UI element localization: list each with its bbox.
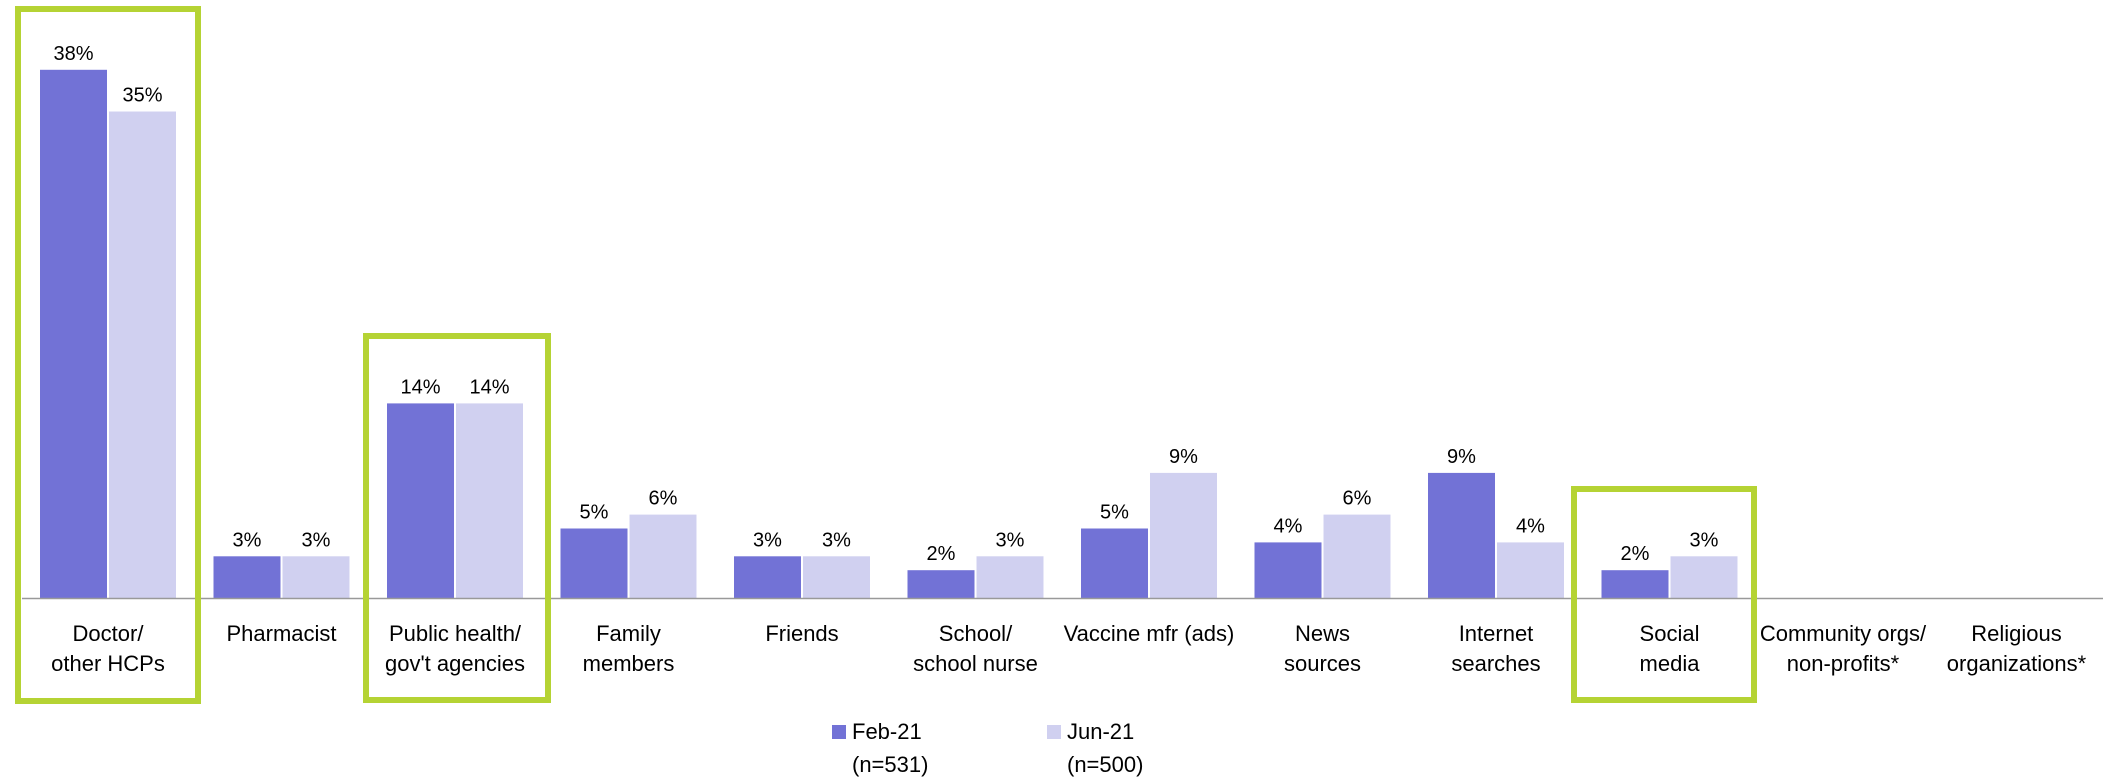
bar-jun-21-3 <box>629 514 697 598</box>
bar-feb-21-6 <box>1081 528 1148 598</box>
bar-value-label-jun-21-3: 6% <box>649 488 678 510</box>
highlight-box-9 <box>1571 486 1757 703</box>
bar-value-label-jun-21-5: 3% <box>996 529 1025 551</box>
bar-jun-21-5 <box>976 556 1044 598</box>
legend-sample-size-feb-21: (n=531) <box>852 752 928 777</box>
category-label-9-line-1: media <box>1640 651 1701 676</box>
legend: Feb-21 (n=531) Jun-21 (n=500) <box>832 719 1143 777</box>
category-label-10-line-1: non-profits* <box>1787 651 1900 676</box>
category-label-7-line-1: sources <box>1284 651 1361 676</box>
category-label-10-line-0: Community orgs/ <box>1760 621 1927 646</box>
bar-feb-21-7 <box>1254 542 1322 598</box>
bar-value-label-jun-21-7: 6% <box>1343 488 1372 510</box>
bar-jun-21-1 <box>282 556 350 598</box>
bar-value-label-feb-21-3: 5% <box>580 502 609 524</box>
legend-swatch-jun-21 <box>1047 725 1061 739</box>
bar-value-label-jun-21-8: 4% <box>1516 515 1545 537</box>
bar-feb-21-5 <box>907 570 975 598</box>
legend-swatch-feb-21 <box>832 725 846 739</box>
category-label-11-line-1: organizations* <box>1947 651 2087 676</box>
bar-value-label-jun-21-9: 3% <box>1690 529 1719 551</box>
category-labels-layer: Doctor/other HCPs Pharmacist Public health… <box>51 621 2087 676</box>
bar-jun-21-8 <box>1497 542 1564 598</box>
highlight-boxes-layer <box>15 6 1757 704</box>
category-label-7-line-0: News <box>1295 621 1350 646</box>
bar-value-label-feb-21-1: 3% <box>233 529 262 551</box>
category-label-4-line-0: Friends <box>765 621 838 646</box>
highlight-box-2 <box>363 333 551 703</box>
category-label-5-line-0: School/ <box>939 621 1013 646</box>
bar-jun-21-7 <box>1323 514 1391 598</box>
category-label-11-line-0: Religious <box>1971 621 2062 646</box>
category-label-3-line-1: members <box>583 651 675 676</box>
bars-layer <box>40 69 1738 599</box>
bar-jun-21-0 <box>109 111 176 598</box>
bar-value-label-jun-21-1: 3% <box>302 529 331 551</box>
category-label-1-line-0: Pharmacist <box>226 621 336 646</box>
category-label-2-line-1: gov't agencies <box>385 651 525 676</box>
category-label-8-line-1: searches <box>1451 651 1540 676</box>
legend-label-jun-21: Jun-21 <box>1067 719 1134 744</box>
bar-value-label-jun-21-2: 14% <box>469 376 509 398</box>
bar-value-label-jun-21-6: 9% <box>1169 446 1198 468</box>
category-label-2-line-0: Public health/ <box>389 621 522 646</box>
bar-value-label-feb-21-7: 4% <box>1274 515 1303 537</box>
category-label-9-line-0: Social <box>1640 621 1700 646</box>
bar-jun-21-9 <box>1670 556 1738 598</box>
legend-sample-size-jun-21: (n=500) <box>1067 752 1143 777</box>
bar-feb-21-8 <box>1428 472 1495 598</box>
category-label-0-line-1: other HCPs <box>51 651 165 676</box>
bar-value-label-feb-21-0: 38% <box>53 43 93 65</box>
category-label-5-line-1: school nurse <box>913 651 1038 676</box>
bar-feb-21-4 <box>734 556 801 598</box>
bar-feb-21-2 <box>387 403 454 598</box>
bar-feb-21-0 <box>40 69 107 599</box>
bar-value-label-feb-21-5: 2% <box>927 543 956 565</box>
legend-label-feb-21: Feb-21 <box>852 719 922 744</box>
bar-feb-21-3 <box>560 528 628 598</box>
bar-value-label-feb-21-8: 9% <box>1447 446 1476 468</box>
bar-value-label-jun-21-0: 35% <box>122 85 162 107</box>
category-label-0-line-0: Doctor/ <box>73 621 145 646</box>
category-label-3-line-0: Family <box>596 621 661 646</box>
bar-value-label-jun-21-4: 3% <box>822 529 851 551</box>
bar-value-label-feb-21-4: 3% <box>753 529 782 551</box>
category-label-6-line-0: Vaccine mfr (ads) <box>1064 621 1235 646</box>
highlight-box-0 <box>15 6 201 704</box>
bar-jun-21-4 <box>803 556 870 598</box>
bar-feb-21-9 <box>1601 570 1669 598</box>
bar-value-label-feb-21-2: 14% <box>400 376 440 398</box>
bar-feb-21-1 <box>213 556 281 598</box>
bar-jun-21-6 <box>1150 472 1217 598</box>
bar-value-label-feb-21-6: 5% <box>1100 502 1129 524</box>
bar-value-label-feb-21-9: 2% <box>1621 543 1650 565</box>
category-label-8-line-0: Internet <box>1459 621 1534 646</box>
bar-labels-layer: 38% 35% 3% 3% 14% 14% 5% 6% 3% 3% 2% 3% 5% 9% 4% 6% 9% 4%… <box>53 43 1718 565</box>
bar-jun-21-2 <box>456 403 523 598</box>
